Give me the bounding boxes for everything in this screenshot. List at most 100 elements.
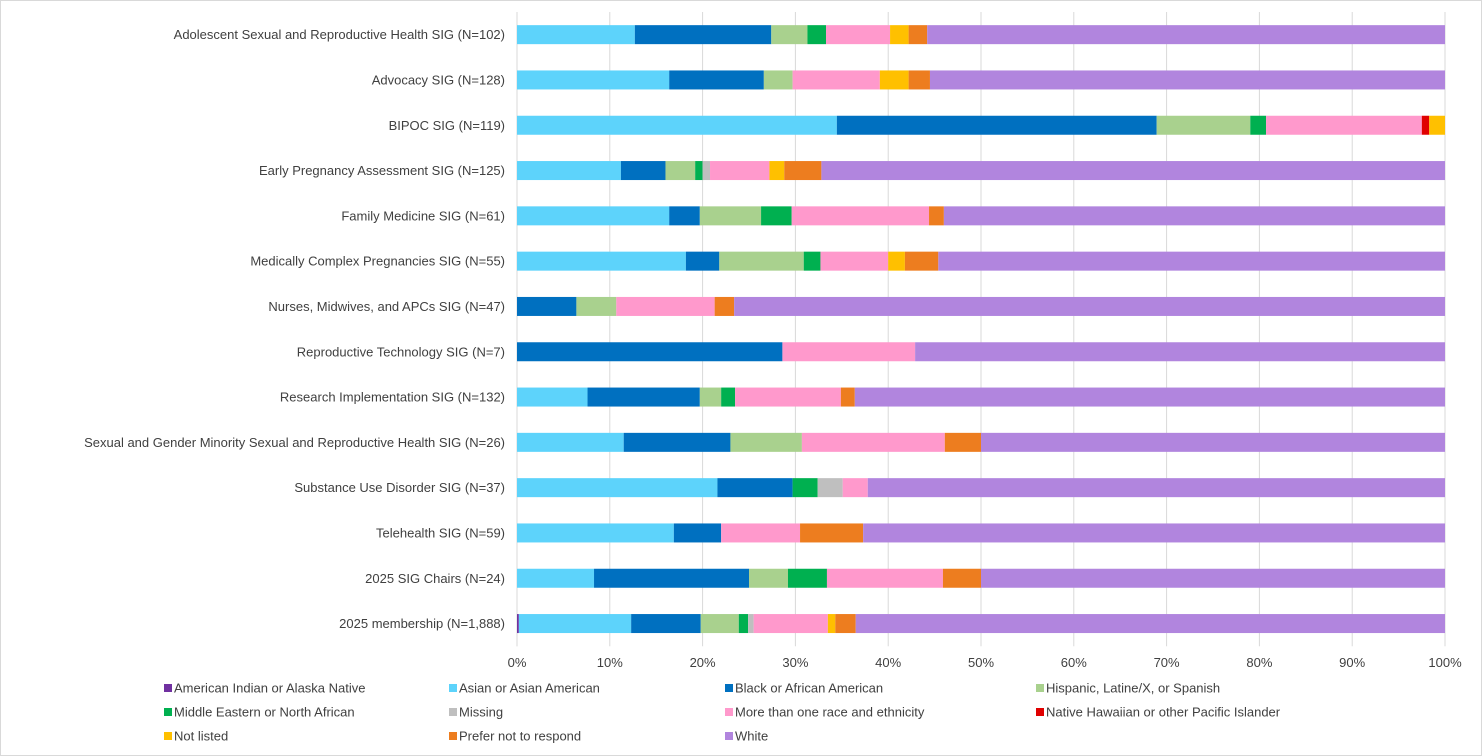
legend-swatch: [1036, 708, 1044, 716]
bar-segment: [734, 296, 1445, 316]
bar-segment: [721, 523, 801, 543]
bar-segment: [855, 614, 1445, 634]
bar-segment: [576, 296, 617, 316]
bar-segment: [826, 25, 891, 45]
bar-segment: [771, 25, 808, 45]
legend-swatch: [725, 684, 733, 692]
category-label: BIPOC SIG (N=119): [389, 118, 505, 133]
legend-label: White: [735, 729, 768, 744]
bar-segment: [700, 614, 739, 634]
bar-segment: [981, 432, 1445, 452]
bar-segment: [784, 161, 822, 181]
bar-segment: [517, 70, 670, 90]
category-label: Research Implementation SIG (N=132): [280, 390, 505, 405]
bar-segment: [792, 70, 880, 90]
bar-segment: [840, 387, 855, 407]
bar-segment: [835, 614, 856, 634]
bar-segment: [594, 568, 749, 588]
bar-segment: [702, 161, 711, 181]
bar-segment: [981, 568, 1445, 588]
bar-segment: [821, 161, 1445, 181]
bar-segment: [517, 206, 670, 226]
legend-swatch: [1036, 684, 1044, 692]
bar-segment: [769, 161, 785, 181]
bar-segment: [908, 25, 928, 45]
legend-swatch: [725, 732, 733, 740]
x-tick-label: 0%: [508, 655, 527, 670]
legend-label: Middle Eastern or North African: [174, 705, 355, 720]
bar-segment: [836, 115, 1157, 135]
category-label: Advocacy SIG (N=128): [372, 72, 505, 87]
legend: American Indian or Alaska Native Asian or…: [164, 681, 1281, 744]
bar-segment: [719, 251, 804, 271]
bar-segment: [888, 251, 905, 271]
bar-segment: [817, 478, 843, 498]
bar-segment: [826, 568, 943, 588]
bar-segment: [929, 70, 1445, 90]
bars: [517, 25, 1445, 634]
bar-segment: [904, 251, 939, 271]
category-label: Medically Complex Pregnancies SIG (N=55): [250, 254, 505, 269]
bar-segment: [782, 342, 916, 362]
bar-segment: [763, 70, 793, 90]
bar-segment: [761, 206, 792, 226]
legend-label: More than one race and ethnicity: [735, 705, 925, 720]
bar-segment: [820, 251, 889, 271]
bar-segment: [669, 70, 764, 90]
x-tick-label: 60%: [1061, 655, 1087, 670]
bar-segment: [827, 614, 836, 634]
x-tick-label: 90%: [1339, 655, 1365, 670]
bar-segment: [942, 568, 981, 588]
bar-segment: [1250, 115, 1267, 135]
bar-segment: [699, 387, 722, 407]
x-tick-label: 50%: [968, 655, 994, 670]
bar-segment: [623, 432, 731, 452]
bar-segment: [867, 478, 1445, 498]
category-label: Substance Use Disorder SIG (N=37): [294, 480, 505, 495]
bar-segment: [842, 478, 868, 498]
bar-segment: [620, 161, 666, 181]
bar-segment: [631, 614, 701, 634]
bar-segment: [665, 161, 696, 181]
bar-segment: [517, 161, 621, 181]
bar-segment: [730, 432, 802, 452]
legend-swatch: [449, 708, 457, 716]
bar-segment: [517, 251, 686, 271]
bar-segment: [938, 251, 1445, 271]
x-tick-label: 10%: [597, 655, 623, 670]
legend-swatch: [164, 732, 172, 740]
bar-segment: [735, 387, 841, 407]
bar-segment: [717, 478, 793, 498]
bar-segment: [787, 568, 827, 588]
x-tick-label: 80%: [1246, 655, 1272, 670]
bar-segment: [710, 161, 770, 181]
bar-segment: [616, 296, 715, 316]
bar-segment: [791, 206, 930, 226]
bar-segment: [517, 478, 718, 498]
legend-label: Hispanic, Latine/X, or Spanish: [1046, 681, 1220, 696]
bar-segment: [669, 206, 700, 226]
legend-label: Native Hawaiian or other Pacific Islande…: [1046, 705, 1281, 720]
bar-segment: [517, 432, 624, 452]
bar-segment: [1429, 115, 1445, 135]
legend-label: Asian or Asian American: [459, 681, 600, 696]
bar-segment: [1266, 115, 1422, 135]
legend-label: Missing: [459, 705, 503, 720]
category-label: Adolescent Sexual and Reproductive Healt…: [174, 27, 505, 42]
x-tick-label: 100%: [1428, 655, 1462, 670]
bar-segment: [807, 25, 827, 45]
bar-segment: [517, 115, 837, 135]
bar-segment: [517, 296, 577, 316]
bar-segment: [854, 387, 1445, 407]
bar-segment: [517, 568, 595, 588]
gridlines: [516, 12, 1446, 647]
legend-swatch: [164, 708, 172, 716]
bar-segment: [927, 25, 1445, 45]
category-label: Sexual and Gender Minority Sexual and Re…: [84, 435, 505, 450]
legend-label: Prefer not to respond: [459, 729, 581, 744]
category-label: 2025 SIG Chairs (N=24): [365, 571, 505, 586]
bar-segment: [518, 614, 632, 634]
bar-segment: [517, 25, 635, 45]
bar-segment: [721, 387, 736, 407]
bar-segment: [517, 614, 519, 634]
